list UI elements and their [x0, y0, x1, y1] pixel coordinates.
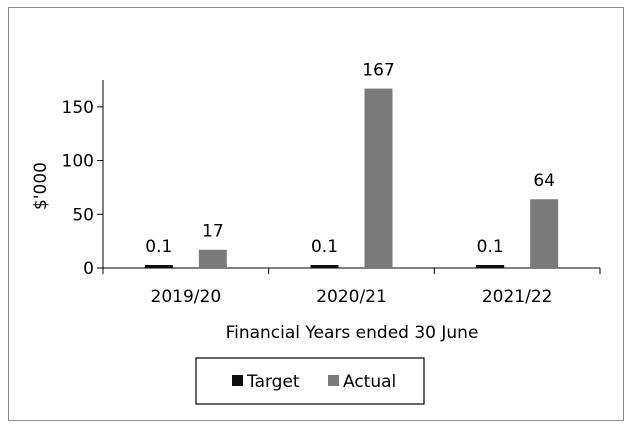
data-label-actual: 17 — [202, 222, 224, 242]
bar-actual — [530, 199, 559, 268]
axes — [97, 80, 601, 274]
category-label: 2021/22 — [482, 287, 553, 307]
category-label: 2019/20 — [151, 287, 222, 307]
bars — [144, 88, 559, 268]
chart-frame — [8, 7, 624, 421]
y-tick-label: 150 — [62, 98, 94, 118]
legend-swatch-actual — [328, 375, 339, 386]
legend: Target Actual — [195, 357, 425, 405]
bar-actual — [198, 249, 227, 268]
y-axis-title: $'000 — [31, 162, 51, 210]
legend-label-target: Target — [246, 372, 300, 392]
data-label-actual: 167 — [362, 61, 394, 81]
bar-target — [144, 265, 173, 268]
legend-swatch-target — [232, 375, 243, 386]
y-tick-label: 0 — [83, 259, 94, 279]
legend-label-actual: Actual — [343, 372, 396, 392]
data-label-actual: 64 — [533, 171, 555, 191]
bar-actual — [364, 88, 393, 268]
category-label: 2020/21 — [316, 287, 387, 307]
data-label-target: 0.1 — [311, 237, 338, 257]
x-axis-title: Financial Years ended 30 June — [226, 323, 479, 343]
bar-target — [476, 265, 505, 268]
data-label-target: 0.1 — [145, 237, 172, 257]
data-label-target: 0.1 — [477, 237, 504, 257]
y-tick-label: 100 — [62, 152, 94, 172]
y-tick-label: 50 — [72, 205, 94, 225]
labels: 0 50 100 150 2019/20 0.1 17 2020/21 0.1 167 2021/2… — [62, 61, 555, 307]
bar-target — [310, 265, 339, 268]
